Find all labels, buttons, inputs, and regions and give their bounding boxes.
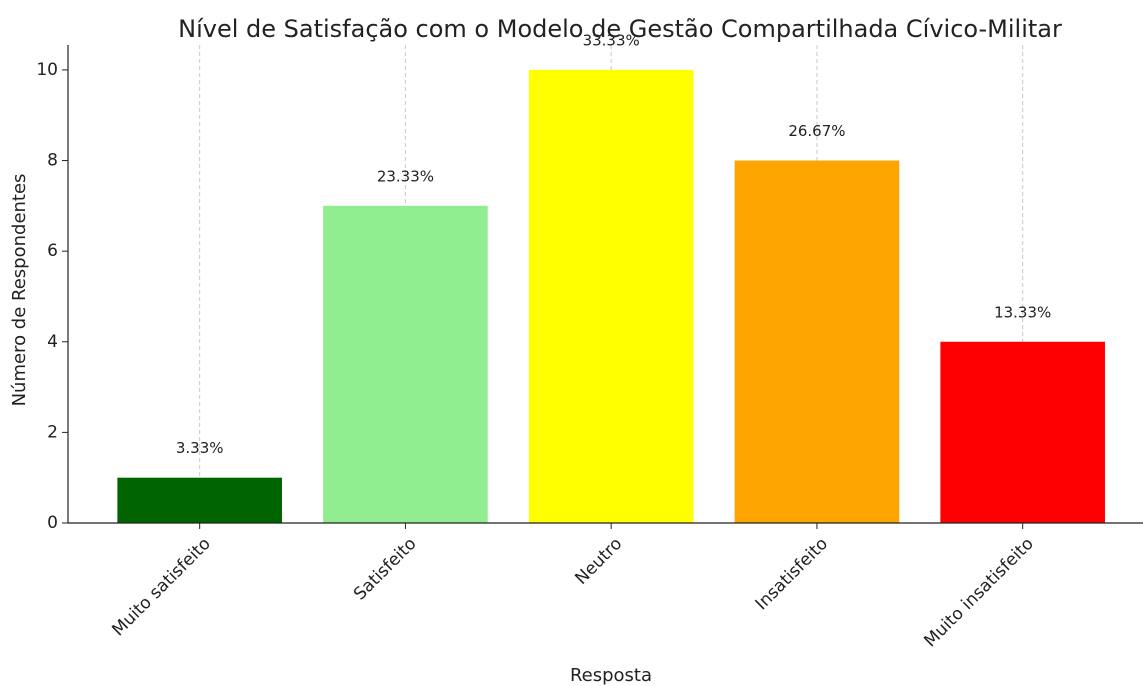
- x-tick-label: Neutro: [571, 534, 626, 589]
- bar: [940, 341, 1105, 523]
- y-tick-label: 8: [47, 151, 58, 171]
- data-label: 13.33%: [994, 303, 1051, 321]
- bar: [528, 69, 694, 523]
- y-tick-label: 2: [47, 422, 58, 442]
- chart-title: Nível de Satisfação com o Modelo de Gest…: [178, 15, 1062, 43]
- data-label: 23.33%: [377, 167, 434, 185]
- data-label: 33.33%: [583, 31, 640, 49]
- y-tick-label: 6: [47, 241, 58, 261]
- y-tick-label: 10: [36, 60, 58, 80]
- y-tick-label: 0: [47, 513, 58, 533]
- data-label: 3.33%: [176, 439, 224, 457]
- x-tick-label: Satisfeito: [350, 534, 420, 604]
- data-label: 26.67%: [788, 122, 845, 140]
- bar: [734, 160, 900, 524]
- y-axis-label: Número de Respondentes: [9, 174, 30, 407]
- x-tick-label: Muito insatisfeito: [920, 534, 1037, 651]
- bar: [117, 477, 282, 523]
- y-tick-label: 4: [47, 332, 58, 352]
- x-axis-label: Resposta: [570, 665, 652, 686]
- bar: [323, 205, 488, 523]
- x-tick-label: Insatisfeito: [752, 534, 832, 614]
- x-tick-label: Muito satisfeito: [108, 534, 214, 640]
